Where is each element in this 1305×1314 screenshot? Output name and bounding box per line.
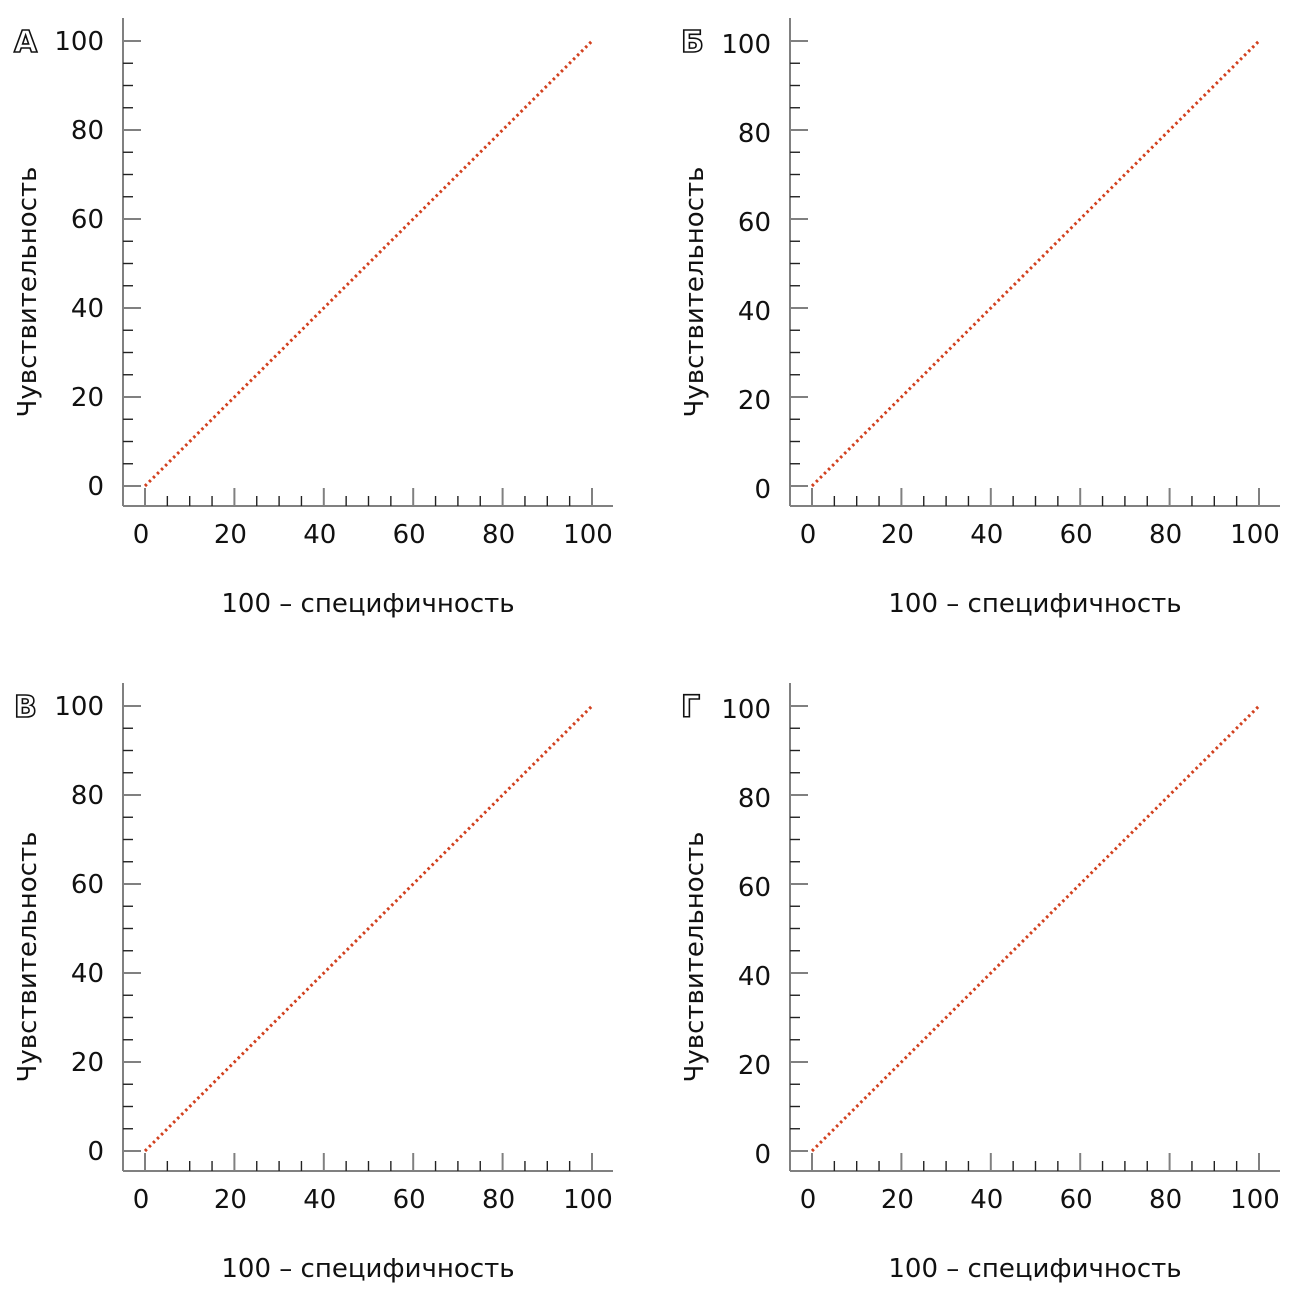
y-tick-label: 80 (738, 119, 771, 149)
y-tick-label: 40 (71, 294, 104, 324)
x-axis-title: 100 – специфичность (888, 589, 1181, 619)
y-tick-label: 100 (54, 27, 104, 57)
y-tick-label: 20 (738, 1051, 771, 1081)
chart-panel: 0 20 40 60 80 100 0 20 40 60 80 100 100 – специфично… (680, 683, 1280, 1284)
x-tick-label: 80 (1149, 1185, 1182, 1215)
x-tick-label: 40 (970, 1185, 1003, 1215)
y-tick-label: 60 (738, 208, 771, 238)
x-tick-label: 20 (214, 1185, 247, 1215)
x-tick-label: 100 (1230, 520, 1280, 550)
y-tick-label: 40 (738, 297, 771, 327)
y-tick-label: 100 (721, 695, 771, 725)
y-tick-label: 60 (738, 873, 771, 903)
y-tick-label: 80 (738, 784, 771, 814)
x-tick-label: 20 (881, 520, 914, 550)
y-tick-label: 20 (71, 1048, 104, 1078)
y-tick-label: 40 (738, 962, 771, 992)
y-tick-label: 100 (721, 30, 771, 60)
x-tick-label: 20 (881, 1185, 914, 1215)
y-tick-label: 100 (54, 692, 104, 722)
x-tick-label: 0 (133, 1185, 150, 1215)
x-axis-title: 100 – специфичность (221, 1254, 514, 1284)
y-tick-label: 80 (71, 781, 104, 811)
x-tick-label: 20 (214, 520, 247, 550)
y-tick-label: 40 (71, 959, 104, 989)
x-tick-label: 0 (800, 520, 817, 550)
y-axis-title: Чувствительность (13, 832, 43, 1083)
x-tick-label: 100 (563, 1185, 613, 1215)
panel-label: Г (681, 690, 700, 725)
series-line (143, 39, 594, 488)
x-axis-title: 100 – специфичность (888, 1254, 1181, 1284)
y-tick-label: 20 (71, 383, 104, 413)
panel-label: Б (681, 25, 704, 60)
x-axis-title: 100 – специфичность (221, 589, 514, 619)
y-axis-title: Чувствительность (13, 167, 43, 418)
panel-label: В (14, 690, 37, 725)
y-axis-title: Чувствительность (680, 167, 710, 418)
y-tick-label: 0 (87, 1137, 104, 1167)
y-axis-title: Чувствительность (680, 832, 710, 1083)
y-tick-label: 0 (754, 475, 771, 505)
chart-panel: 0 20 40 60 80 100 0 20 40 60 80 100 100 – специфично… (13, 683, 613, 1284)
x-tick-label: 80 (482, 520, 515, 550)
x-tick-label: 0 (800, 1185, 817, 1215)
y-tick-label: 0 (754, 1140, 771, 1170)
x-tick-label: 40 (303, 1185, 336, 1215)
y-tick-label: 60 (71, 205, 104, 235)
x-tick-label: 0 (133, 520, 150, 550)
x-tick-label: 60 (1060, 520, 1093, 550)
series-line (143, 704, 594, 1153)
x-tick-label: 60 (393, 520, 426, 550)
x-tick-label: 40 (303, 520, 336, 550)
x-tick-label: 100 (563, 520, 613, 550)
x-tick-label: 100 (1230, 1185, 1280, 1215)
x-tick-label: 40 (970, 520, 1003, 550)
x-tick-label: 80 (482, 1185, 515, 1215)
x-tick-label: 60 (1060, 1185, 1093, 1215)
y-tick-label: 20 (738, 386, 771, 416)
series-line (810, 704, 1261, 1153)
panel-label: А (14, 25, 38, 60)
y-tick-label: 0 (87, 472, 104, 502)
chart-panel: 0 20 40 60 80 100 0 20 40 60 80 100 100 – специфично… (13, 18, 613, 619)
y-tick-label: 80 (71, 116, 104, 146)
chart-panel: 0 20 40 60 80 100 0 20 40 60 80 100 100 – специфично… (680, 18, 1280, 619)
x-tick-label: 60 (393, 1185, 426, 1215)
series-line (810, 39, 1261, 488)
y-tick-label: 60 (71, 870, 104, 900)
x-tick-label: 80 (1149, 520, 1182, 550)
